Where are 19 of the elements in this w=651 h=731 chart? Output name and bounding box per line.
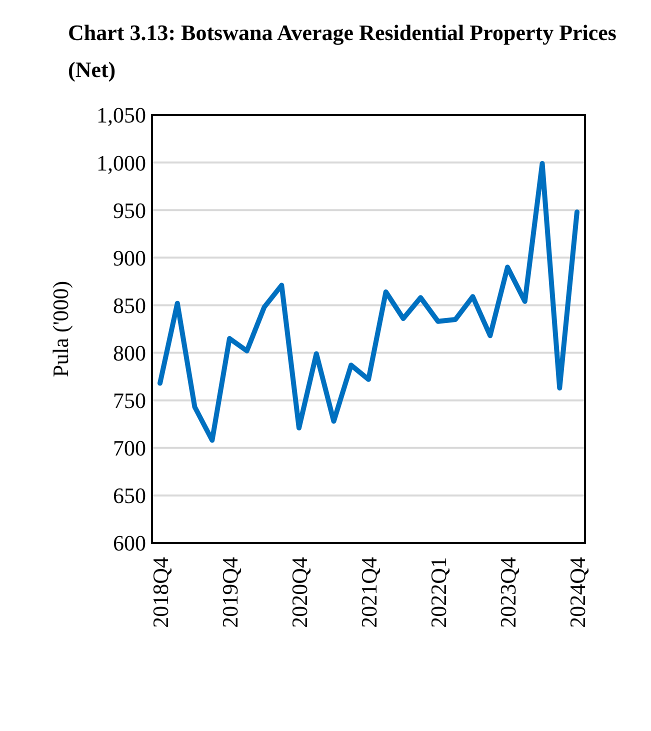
chart-title: Chart 3.13: Botswana Average Residential Property Prices (Net) <box>68 19 618 84</box>
y-tick-label: 1,000 <box>96 150 146 176</box>
y-tick-label: 1,050 <box>96 102 146 128</box>
y-tick-label: 950 <box>113 198 146 223</box>
x-tick-label: 2022Q1 <box>426 557 451 628</box>
x-tick-label: 2019Q4 <box>218 557 242 628</box>
x-tick-label: 2021Q4 <box>356 557 382 628</box>
y-tick-label: 900 <box>113 245 146 270</box>
y-tick-label: 600 <box>113 530 146 556</box>
y-tick-label: 750 <box>113 388 146 414</box>
x-tick-label: 2024Q4 <box>565 557 590 628</box>
x-tick-label: 2020Q4 <box>287 557 312 628</box>
y-axis-title: Pula ('000) <box>48 280 73 378</box>
y-tick-label: 800 <box>113 340 146 366</box>
y-tick-label: 850 <box>113 292 146 318</box>
y-tick-label: 700 <box>113 436 146 461</box>
y-tick-label: 650 <box>113 483 146 508</box>
x-tick-label: 2023Q4 <box>496 557 520 628</box>
x-tick-label: 2018Q4 <box>148 557 173 628</box>
